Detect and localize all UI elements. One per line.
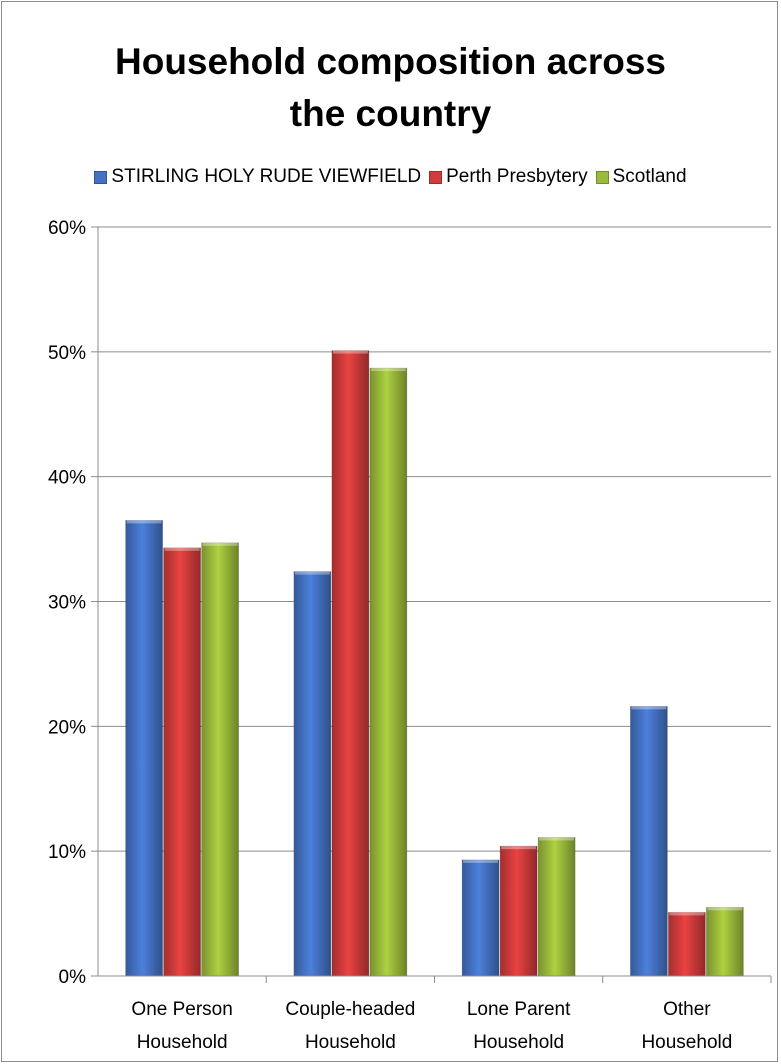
bar-2-0 [461,859,500,977]
bar-top-highlight [164,547,200,551]
legend-swatch-stirling [94,170,108,184]
chart-title: Household composition across the country [0,36,781,140]
bar-top-highlight [631,706,667,710]
bar-3-2 [705,906,744,977]
chart-title-line-2: the country [289,93,492,134]
legend-swatch-perth [429,170,443,184]
bar-top-highlight [669,912,705,916]
bar-top-highlight [539,837,575,841]
bar-2-2 [537,837,576,977]
bar-top-highlight [370,368,406,372]
y-tick-label: 20% [48,717,86,738]
legend-item-perth: Perth Presbytery [429,166,588,188]
bar-1-1 [331,350,370,977]
axes [91,226,772,983]
bar-3-1 [667,911,706,977]
bar-top-highlight [294,571,330,575]
bar-1-2 [369,367,408,977]
axis-labels: 0% 10% 20% 30% 40% 50% 60% One Person Household C… [48,218,732,1053]
x-tick-label: Couple-headed [285,999,415,1020]
bar-top-highlight [463,859,499,863]
legend-label-perth: Perth Presbytery [446,166,588,187]
bar-0-1 [163,547,202,977]
bar-top-highlight [126,520,162,524]
x-tick-label: Household [473,1032,564,1053]
legend-label-stirling: STIRLING HOLY RUDE VIEWFIELD [111,166,422,187]
bar-top-highlight [202,542,238,546]
x-tick-label: Household [641,1032,732,1053]
x-tick-label: Household [137,1032,228,1053]
bar-0-2 [201,542,240,977]
y-tick-label: 50% [48,343,86,364]
bars [125,350,744,977]
bar-0-0 [125,519,164,977]
y-tick-label: 40% [48,468,86,489]
bar-2-1 [499,845,538,977]
y-tick-label: 60% [48,218,86,239]
legend-item-stirling: STIRLING HOLY RUDE VIEWFIELD [94,166,421,188]
legend-swatch-scotland [595,170,609,184]
y-tick-label: 30% [48,593,86,614]
chart-title-line-1: Household composition across [115,41,666,82]
x-tick-label: Other [663,999,711,1020]
bar-top-highlight [501,846,537,850]
x-tick-label: Lone Parent [467,999,571,1020]
legend-label-scotland: Scotland [612,166,687,187]
y-tick-label: 10% [48,842,86,863]
legend-item-scotland: Scotland [595,166,687,188]
bar-top-highlight [332,350,368,354]
x-tick-label: Household [305,1032,396,1053]
x-tick-label: One Person [131,999,232,1020]
chart-legend: STIRLING HOLY RUDE VIEWFIELD Perth Presb… [0,166,781,188]
y-tick-label: 0% [59,967,87,988]
bar-3-0 [629,705,668,977]
bar-top-highlight [707,907,743,911]
bar-1-0 [293,571,332,977]
